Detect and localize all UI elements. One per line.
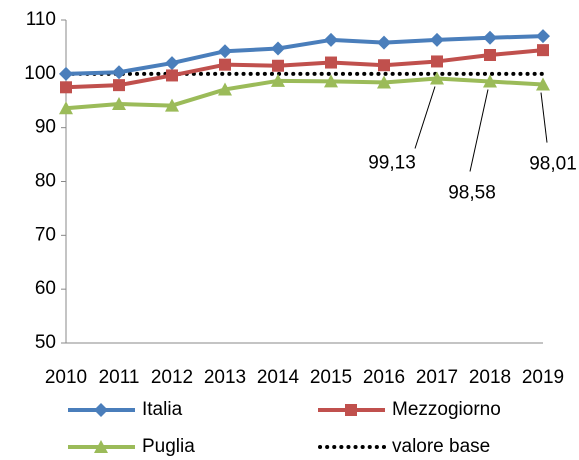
y-tick-label: 50 <box>35 332 56 353</box>
y-tick-label: 70 <box>35 224 56 245</box>
marker <box>324 32 338 47</box>
y-tick-label: 80 <box>35 171 56 192</box>
marker <box>537 44 549 57</box>
marker <box>377 35 391 50</box>
marker <box>60 81 72 94</box>
x-tick-label: 2018 <box>469 367 511 388</box>
legend-label: Mezzogiorno <box>392 399 501 420</box>
data-label: 99,13 <box>368 153 416 174</box>
marker <box>536 29 550 44</box>
x-tick-label: 2013 <box>204 367 246 388</box>
marker <box>166 69 178 82</box>
marker <box>165 98 179 112</box>
marker <box>324 74 338 88</box>
leader-line <box>414 86 436 149</box>
y-tick-label: 110 <box>26 9 56 30</box>
y-tick-label: 90 <box>35 117 56 138</box>
series-line <box>65 76 544 111</box>
data-label: 98,01 <box>529 154 577 175</box>
marker <box>112 65 126 80</box>
marker <box>219 58 231 71</box>
legend-marker <box>345 404 357 416</box>
marker <box>271 73 285 87</box>
marker <box>59 101 73 115</box>
marker <box>272 59 284 72</box>
x-tick-label: 2017 <box>416 367 458 388</box>
x-tick-label: 2014 <box>257 367 300 388</box>
x-tick-label: 2011 <box>99 367 140 388</box>
legend-marker <box>94 440 108 453</box>
marker <box>218 44 232 59</box>
marker <box>536 77 550 91</box>
leader-line <box>469 89 489 172</box>
x-tick-label: 2010 <box>45 367 87 388</box>
legend-label: Puglia <box>142 436 195 457</box>
marker <box>431 55 443 68</box>
marker <box>378 59 390 72</box>
x-tick-label: 2012 <box>151 367 193 388</box>
data-label: 98,58 <box>448 182 496 203</box>
x-tick-label: 2016 <box>363 367 405 388</box>
marker <box>377 75 391 89</box>
y-tick-label: 60 <box>35 278 56 299</box>
series-line <box>65 48 544 90</box>
marker <box>165 56 179 71</box>
legend-label: valore base <box>392 436 490 457</box>
marker <box>113 79 125 92</box>
marker <box>430 71 444 85</box>
series-line <box>65 34 544 76</box>
marker <box>271 41 285 56</box>
marker <box>112 96 126 110</box>
marker <box>483 74 497 88</box>
y-tick-label: 100 <box>24 63 56 84</box>
marker <box>483 30 497 45</box>
legend-label: Italia <box>142 399 183 420</box>
x-tick-label: 2019 <box>522 367 564 388</box>
leader-line <box>540 92 548 143</box>
marker <box>59 66 73 81</box>
marker <box>325 56 337 69</box>
legend-marker <box>94 403 108 417</box>
marker <box>218 82 232 96</box>
marker <box>484 48 496 61</box>
marker <box>430 32 444 47</box>
x-tick-label: 2015 <box>310 367 352 388</box>
